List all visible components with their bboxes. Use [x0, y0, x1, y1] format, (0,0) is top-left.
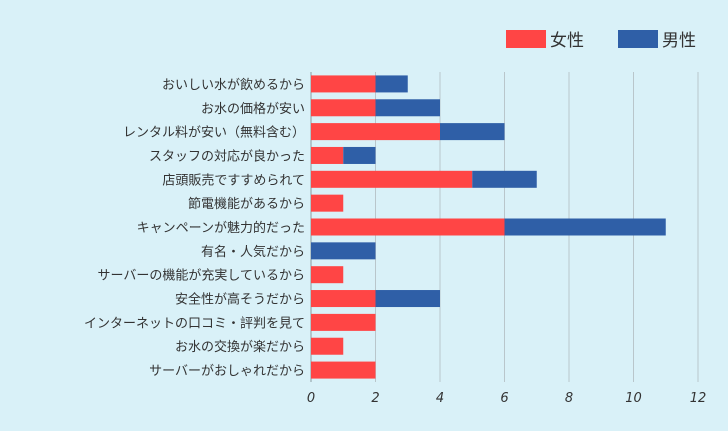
category-label: サーバーの機能が充実しているから [98, 268, 305, 284]
bar-segment-female [311, 194, 344, 212]
bar-segment-female [311, 266, 344, 284]
bar-segment-female [311, 218, 505, 236]
bars [311, 75, 666, 379]
x-axis-tick-labels: 0 2 4 6 8 10 12 [307, 391, 706, 406]
bar-segment-female [311, 337, 344, 355]
bar-segment-male [343, 146, 376, 164]
bar-segment-female [311, 170, 473, 188]
category-label: レンタル料が安い（無料含む） [123, 125, 305, 141]
bar-segment-male [375, 75, 408, 93]
bar-segment-male [375, 99, 440, 117]
bar-segment-female [311, 146, 344, 164]
bar-segment-male [311, 242, 376, 260]
legend-swatch-female [506, 30, 546, 48]
bar-segment-female [311, 123, 440, 141]
category-label: 節電機能があるから [188, 197, 305, 212]
category-label: 有名・人気だから [201, 244, 305, 260]
category-label: サーバーがおしゃれだから [149, 364, 305, 379]
category-label: スタッフの対応が良かった [149, 148, 305, 164]
category-label: お水の価格が安い [201, 101, 305, 117]
x-tick-label: 4 [436, 391, 444, 406]
x-tick-label: 10 [625, 391, 642, 406]
x-tick-label: 8 [565, 391, 573, 406]
x-tick-label: 2 [371, 391, 379, 406]
legend: 女性 男性 [506, 30, 696, 51]
category-label: インターネットの口コミ・評判を見て [84, 316, 305, 331]
legend-swatch-male [618, 30, 658, 48]
bar-segment-female [311, 361, 376, 379]
legend-label-female: 女性 [550, 31, 584, 51]
category-label: おいしい水が飲めるから [162, 77, 305, 93]
bar-segment-female [311, 75, 376, 93]
bar-segment-female [311, 99, 376, 117]
bar-segment-male [375, 290, 440, 308]
bar-segment-female [311, 313, 376, 331]
category-label: 店頭販売ですすめられて [162, 172, 305, 188]
x-tick-label: 12 [690, 391, 707, 406]
bar-segment-male [440, 123, 505, 141]
bar-segment-male [504, 218, 666, 236]
x-tick-label: 0 [307, 391, 315, 406]
bar-segment-male [472, 170, 537, 188]
x-tick-label: 6 [500, 391, 508, 406]
category-label: キャンペーンが魅力的だった [137, 220, 305, 236]
bar-segment-female [311, 290, 376, 308]
legend-label-male: 男性 [662, 31, 696, 51]
category-label: 安全性が高そうだから [175, 292, 305, 308]
category-label: お水の交換が楽だから [175, 339, 305, 355]
